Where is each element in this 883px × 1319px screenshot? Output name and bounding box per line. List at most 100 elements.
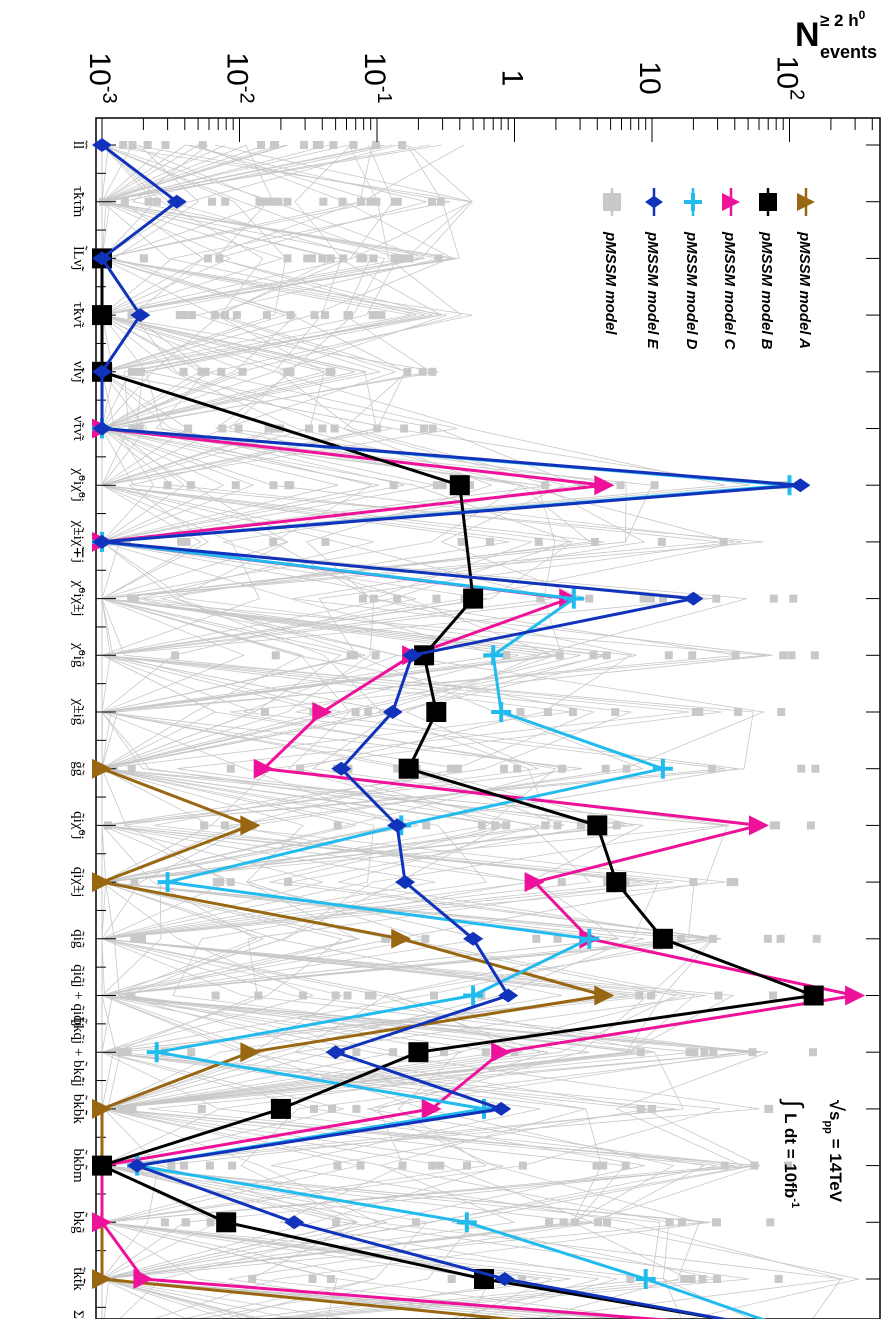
series-point [426, 702, 447, 722]
background-model-point [453, 764, 462, 773]
background-model-point [184, 424, 193, 433]
background-model-point [307, 254, 316, 263]
category-label: q̃ig̃ [70, 929, 86, 949]
background-model-point [570, 1218, 579, 1227]
series-point [722, 193, 740, 211]
background-model-point [318, 424, 327, 433]
background-model-point [318, 254, 327, 263]
background-model-point [349, 141, 358, 149]
background-model-point [636, 1104, 645, 1113]
category-label-text: χ̃⁰ig̃ [70, 642, 86, 668]
background-model-point [485, 537, 494, 546]
legend-label: pMSSM model E [644, 231, 661, 350]
background-model-point [734, 708, 743, 716]
background-model-point [806, 821, 815, 830]
series-pmssm-model-b [92, 248, 824, 1319]
category-label: q̃iq̃j + q̃iq̃̄j [70, 964, 86, 1027]
value-tick-label: 1 [496, 70, 529, 87]
background-model-point [201, 367, 210, 376]
background-model-point [339, 254, 348, 263]
series-point [491, 1101, 512, 1116]
background-model-point [764, 1104, 773, 1113]
background-model-point [393, 594, 402, 603]
value-tick-label: 10 [633, 61, 666, 94]
series-point [146, 1042, 167, 1063]
category-label-text: b̃kb̃m [70, 1149, 88, 1184]
series-point [157, 872, 178, 893]
background-model-point [186, 481, 195, 490]
background-model-point [221, 311, 230, 320]
luminosity-annotation: ∫L dt = 10fb-1 [779, 1098, 809, 1208]
category-label: b̃kb̃̄k [70, 1094, 88, 1125]
background-model-point [163, 481, 172, 490]
energy-annotation: √spp = 14TeV [822, 1100, 847, 1203]
background-model-point [131, 594, 140, 603]
background-model-point [430, 991, 439, 1000]
background-model-point [389, 481, 398, 490]
background-model-point [303, 254, 312, 263]
background-model-point [137, 934, 146, 943]
background-model-point [698, 1275, 707, 1283]
legend-entry: pMSSM model [602, 188, 621, 335]
background-model-point [160, 1218, 169, 1227]
series-point [92, 251, 112, 266]
background-model-point [284, 481, 293, 490]
background-model-point [284, 367, 293, 376]
background-model-point [772, 821, 781, 830]
series-point [92, 534, 112, 549]
background-model-point [659, 594, 668, 603]
background-model-point [657, 537, 666, 546]
category-label: χ̃±iχ̃∓j [70, 520, 86, 563]
background-model-point [182, 537, 191, 546]
background-model-point [434, 254, 443, 263]
background-model-point [650, 481, 659, 490]
background-model-point [647, 991, 656, 1000]
background-model-point [129, 424, 138, 433]
category-label: ν̃τν̃τ [70, 416, 86, 442]
background-model-point [769, 594, 778, 603]
background-model-line [101, 144, 718, 1319]
background-model-line [101, 144, 769, 1319]
background-model-point [712, 1218, 721, 1227]
background-model-point [664, 651, 673, 660]
background-model-point [212, 878, 221, 887]
background-model-point [543, 708, 552, 716]
series-point [606, 872, 627, 893]
series-point [473, 1098, 494, 1119]
category-label: χ̃⁰ig̃ [70, 642, 86, 668]
background-model-point [763, 934, 772, 943]
background-model-point [432, 481, 441, 490]
background-model-point [750, 1161, 759, 1170]
background-model-point [621, 1161, 630, 1170]
background-model-point [720, 1161, 729, 1170]
value-tick-label: 102 [771, 56, 808, 101]
background-model-point [463, 1161, 472, 1170]
background-model-point [700, 1048, 709, 1057]
background-model-point [766, 1218, 775, 1227]
background-model-point [356, 1161, 365, 1170]
background-model-point [205, 1161, 214, 1170]
background-model-point [612, 821, 621, 830]
background-model-point [510, 1048, 519, 1057]
background-model-point [576, 821, 585, 830]
background-model-point [298, 991, 307, 1000]
background-model-point [418, 367, 427, 376]
background-model-point [331, 991, 340, 1000]
background-model-point [217, 367, 226, 376]
value-tick-label-text: 10-1 [358, 52, 395, 103]
background-model-point [810, 651, 819, 660]
value-tick-label-text: 10 [633, 61, 666, 94]
category-label-text: l̃l̃ [70, 140, 88, 149]
series-point [491, 1042, 512, 1063]
background-model-point [457, 537, 466, 546]
series-point [133, 1269, 154, 1289]
background-model-point [447, 1275, 456, 1283]
category-label: χ̃⁰iχ̃⁰j [70, 467, 86, 502]
category-label: b̃kb̃m [70, 1149, 88, 1184]
background-model-point [502, 651, 511, 660]
background-model-point [707, 764, 716, 773]
series-line [97, 258, 815, 1319]
background-model-point [326, 254, 335, 263]
background-model-point [601, 764, 610, 773]
background-model-point [774, 1275, 783, 1283]
